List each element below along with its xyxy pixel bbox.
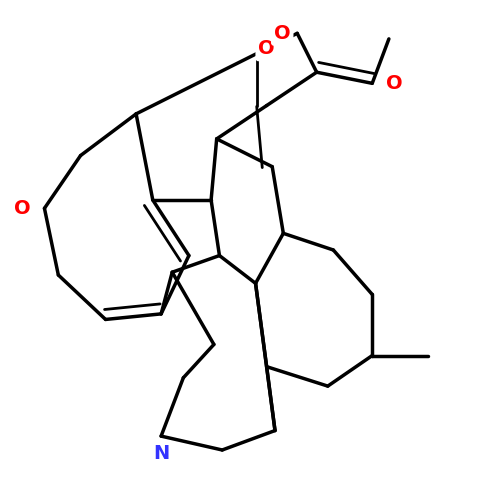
Text: O: O [386, 74, 402, 93]
Text: O: O [14, 199, 30, 218]
Text: N: N [153, 444, 169, 464]
Text: O: O [258, 40, 275, 58]
Text: O: O [274, 24, 290, 43]
